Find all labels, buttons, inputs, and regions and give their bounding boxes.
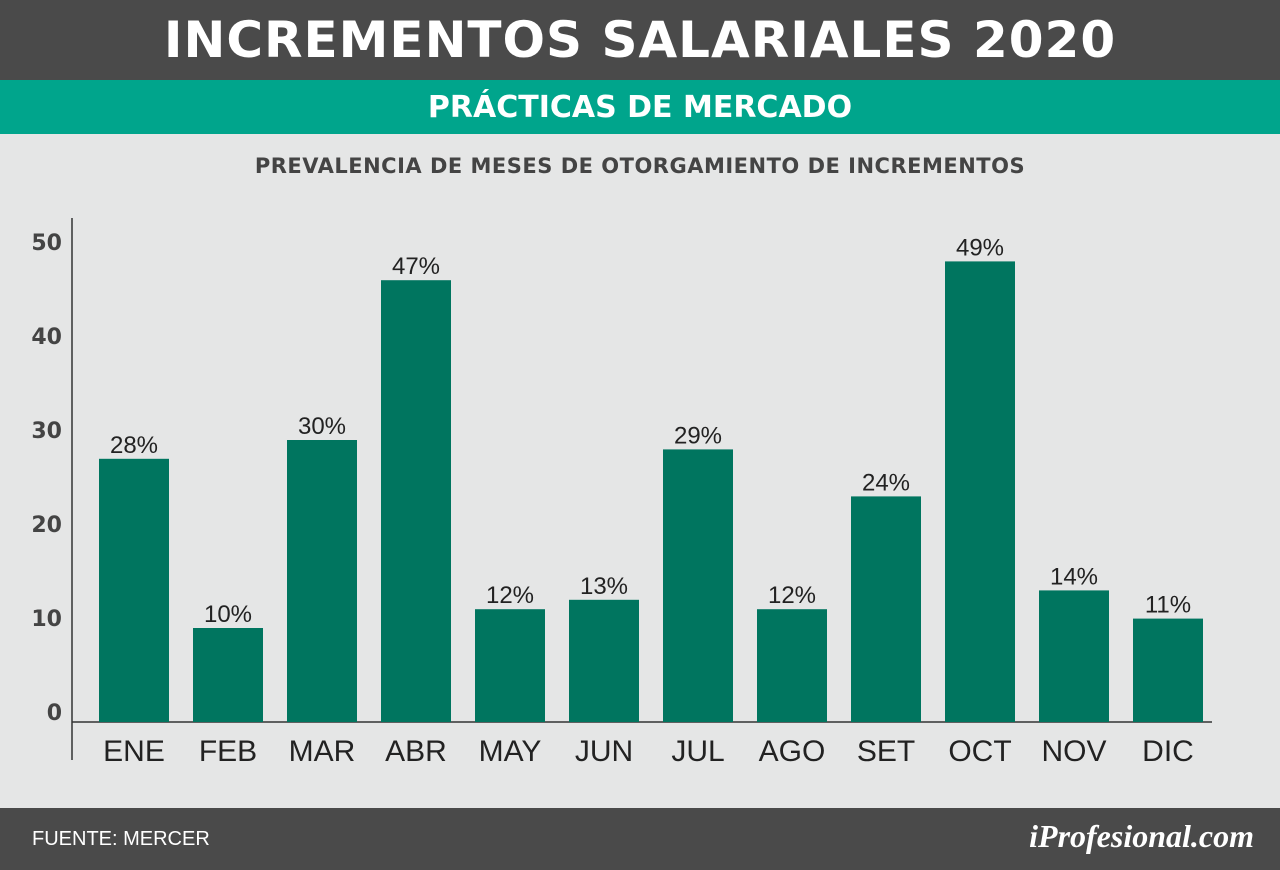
y-tick-label: 50 (31, 231, 62, 256)
subtitle-banner: PRÁCTICAS DE MERCADO (0, 80, 1280, 134)
x-tick-label: AGO (759, 735, 826, 768)
y-tick-label: 0 (47, 701, 62, 726)
data-label: 13% (580, 573, 628, 600)
bar-set (851, 496, 921, 722)
bar-chart: 0 10 20 30 40 50 28% ENE 10% FEB 30% MAR 47% ABR 12% MA… (31, 218, 1212, 768)
data-label: 24% (862, 469, 910, 496)
y-tick-label: 40 (31, 325, 62, 350)
x-tick-label: SET (857, 735, 915, 768)
bar-nov (1039, 590, 1109, 722)
x-tick-label: MAY (479, 735, 542, 768)
data-label: 28% (110, 432, 158, 459)
bar-abr (381, 280, 451, 722)
footer: FUENTE: MERCER iProfesional.com (0, 808, 1280, 870)
data-label: 10% (204, 601, 252, 628)
x-tick-label: FEB (199, 735, 257, 768)
source-label: FUENTE: MERCER (32, 828, 210, 850)
x-tick-label: DIC (1142, 735, 1194, 768)
y-tick-label: 20 (31, 513, 62, 538)
bar-mar (287, 440, 357, 722)
bar-ago (757, 609, 827, 722)
data-label: 29% (674, 422, 722, 449)
x-tick-label: OCT (948, 735, 1011, 768)
x-tick-label: JUN (575, 735, 633, 768)
data-label: 30% (298, 413, 346, 440)
x-tick-label: JUL (671, 735, 724, 768)
data-label: 11% (1145, 592, 1191, 619)
bar-dic (1133, 618, 1203, 722)
y-tick-label: 30 (31, 419, 62, 444)
data-label: 49% (956, 234, 1004, 261)
bar-ene (99, 458, 169, 722)
data-label: 12% (768, 582, 816, 609)
x-tick-label: ABR (385, 735, 447, 768)
subtitle: PRÁCTICAS DE MERCADO (427, 89, 853, 125)
brand-logo: iProfesional.com (1029, 818, 1254, 854)
data-label: 47% (392, 253, 440, 280)
bar-jun (569, 599, 639, 722)
main-title: INCREMENTOS SALARIALES 2020 (163, 11, 1117, 69)
bar-may (475, 609, 545, 722)
data-label: 14% (1050, 563, 1098, 590)
chart-title: PREVALENCIA DE MESES DE OTORGAMIENTO DE … (254, 154, 1026, 178)
y-tick-label: 10 (31, 607, 62, 632)
x-tick-label: MAR (289, 735, 356, 768)
bar-jul (663, 449, 733, 722)
bar-oct (945, 261, 1015, 722)
x-tick-label: ENE (103, 735, 165, 768)
bar-feb (193, 628, 263, 722)
x-tick-label: NOV (1041, 735, 1106, 768)
data-label: 12% (486, 582, 534, 609)
title-banner: INCREMENTOS SALARIALES 2020 (0, 0, 1280, 80)
